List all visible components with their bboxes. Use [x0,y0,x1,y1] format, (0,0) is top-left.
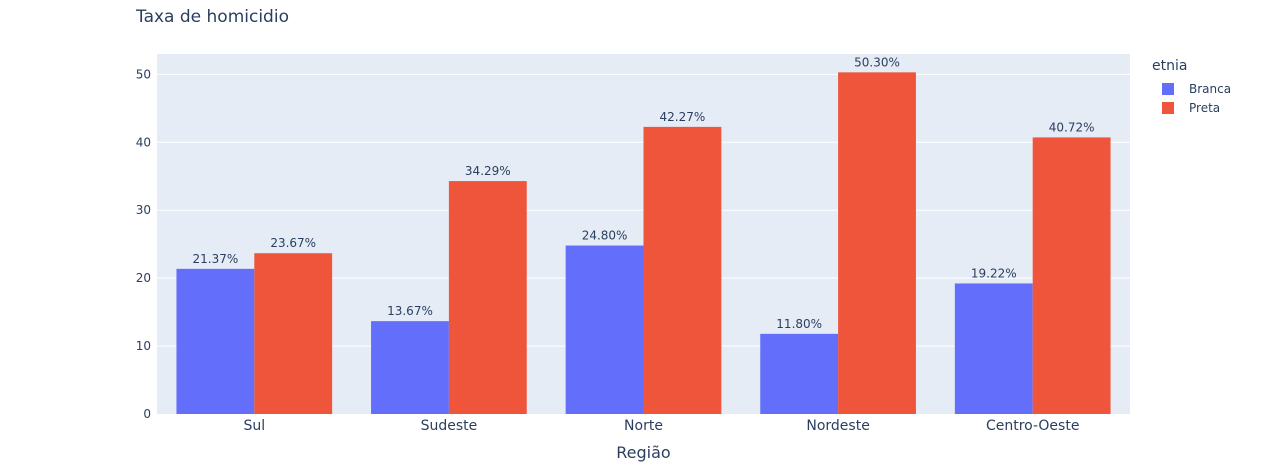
data-label: 11.80% [776,317,822,331]
y-tick-label: 40 [136,135,151,149]
legend-title: etnia [1152,58,1188,74]
legend-item-preta[interactable]: Preta [1162,98,1231,117]
data-label: 23.67% [270,236,316,250]
legend-swatch-branca [1162,82,1174,95]
bars [176,72,1111,414]
data-label: 40.72% [1049,120,1095,134]
bar-branca [176,268,255,414]
bar-preta [448,181,527,414]
legend-label-preta: Preta [1189,100,1221,115]
data-label: 24.80% [582,229,628,243]
x-tick-label: Sul [243,418,265,434]
data-label: 21.37% [192,252,238,266]
data-label: 19.22% [971,266,1017,280]
x-tick-label: Sudeste [421,418,478,434]
bar-preta [1032,137,1111,414]
y-tick-label: 20 [136,271,151,285]
x-tick-label: Nordeste [806,418,869,434]
data-labels: 21.37% 23.67% 13.67% 34.29% 24.80% 42.27% 11.8… [192,55,1094,331]
legend-label-branca: Branca [1189,81,1232,96]
bar-preta [643,126,722,414]
data-label: 50.30% [854,55,900,69]
y-tick-label: 10 [136,339,151,353]
bar-branca [565,245,644,414]
y-tick-label: 50 [136,67,151,81]
bar-preta [838,72,916,414]
legend-item-branca[interactable]: Branca [1162,79,1231,98]
x-tick-label: Norte [624,418,663,434]
x-axis-title: Região [616,443,670,462]
data-label: 42.27% [660,110,706,124]
y-axis-ticks: 0 10 20 30 40 50 [136,67,151,421]
bar-branca [760,333,839,414]
legend-swatch-preta [1162,101,1174,114]
bar-branca [954,283,1033,414]
x-axis-ticks: Sul Sudeste Norte Nordeste Centro-Oeste [243,418,1079,434]
legend: etnia Branca Preta [1152,58,1231,117]
data-label: 13.67% [387,304,433,318]
data-label: 34.29% [465,164,511,178]
y-tick-label: 30 [136,203,151,217]
bar-branca [371,321,449,414]
y-tick-label: 0 [143,407,151,421]
bar-preta [254,253,333,414]
chart-title: Taxa de homicidio [136,7,289,27]
x-tick-label: Centro-Oeste [986,418,1080,434]
